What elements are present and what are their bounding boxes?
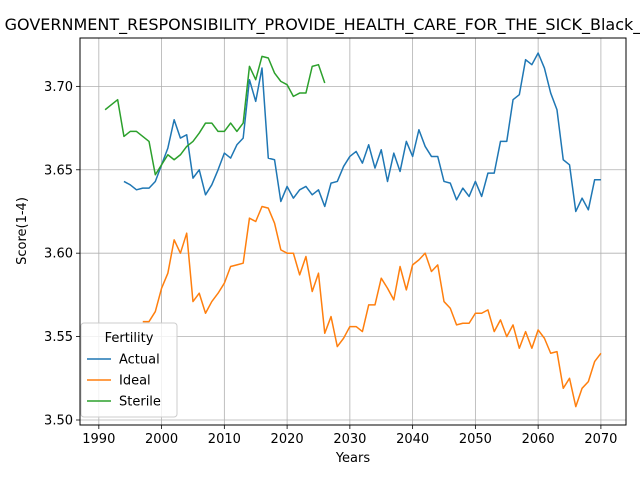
- series-lines: [104, 52, 602, 408]
- x-tick-label: 2010: [208, 432, 241, 447]
- x-tick-label: 2020: [271, 432, 304, 447]
- axis-ticks: 1990 2000 2010 2020 2030 2040 2050 2060 2070 3.50…: [44, 80, 617, 447]
- y-tick-label: 3.65: [44, 163, 73, 178]
- x-tick-label: 2030: [333, 432, 366, 447]
- chart-title: GOVERNMENT_RESPONSIBILITY_PROVIDE_HEALTH…: [5, 15, 640, 35]
- legend-title: Fertility: [105, 331, 154, 346]
- legend-label-sterile: Sterile: [119, 395, 161, 410]
- x-tick-label: 2070: [584, 432, 617, 447]
- y-tick-label: 3.70: [44, 80, 73, 95]
- x-tick-label: 2060: [522, 432, 555, 447]
- series-line-sterile: [104, 55, 326, 176]
- legend-label-ideal: Ideal: [119, 374, 151, 389]
- x-tick-label: 2050: [459, 432, 492, 447]
- legend-box: [80, 322, 178, 418]
- legend-entries: Actual Ideal Sterile: [87, 353, 161, 410]
- y-tick-label: 3.60: [44, 247, 73, 262]
- y-tick-label: 3.55: [44, 330, 73, 345]
- y-axis-label: Score(1-4): [15, 197, 30, 265]
- x-tick-label: 2000: [145, 432, 178, 447]
- series-line-ideal: [142, 205, 602, 408]
- x-axis-label: Years: [335, 451, 371, 466]
- y-tick-label: 3.50: [44, 413, 73, 428]
- legend-label-actual: Actual: [119, 353, 160, 368]
- series-line-actual: [123, 52, 601, 213]
- x-tick-label: 1990: [82, 432, 115, 447]
- x-tick-label: 2040: [396, 432, 429, 447]
- grid: [80, 38, 626, 425]
- plot-frame: [79, 37, 627, 426]
- legend: Fertility Actual Ideal Sterile: [80, 322, 178, 418]
